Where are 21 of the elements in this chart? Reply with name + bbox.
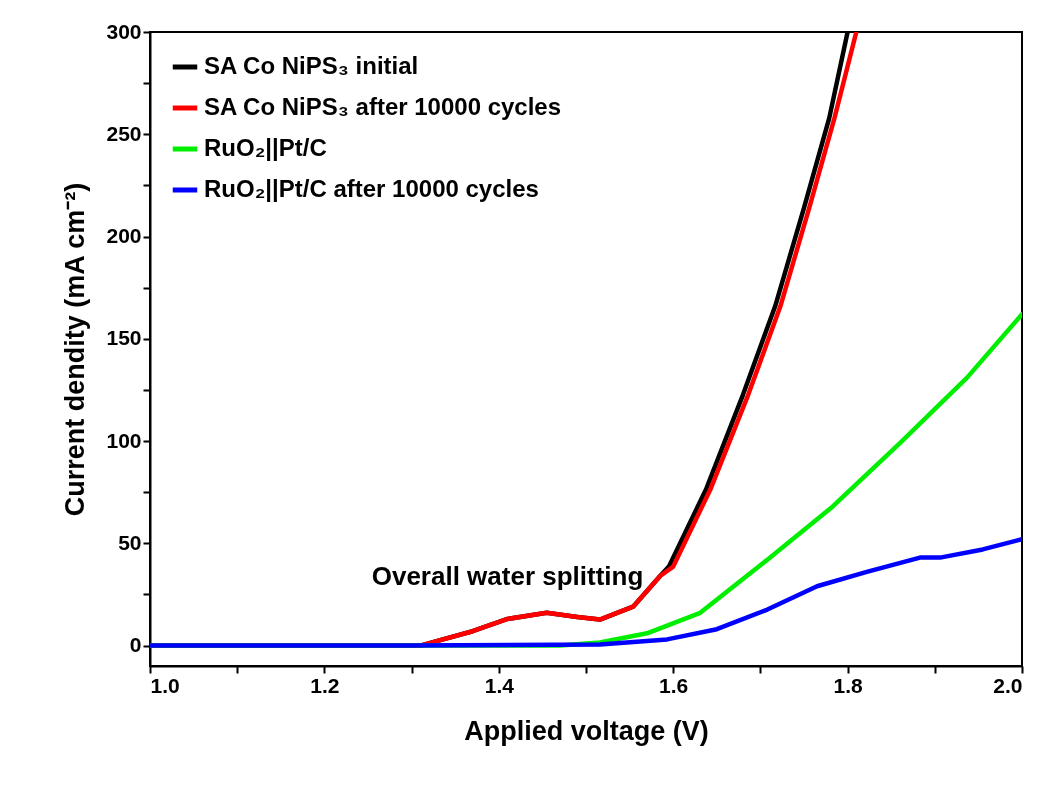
y-tick-label: 200 bbox=[106, 224, 142, 248]
y-tick-label: 0 bbox=[129, 633, 142, 657]
y-tick-label: 100 bbox=[106, 428, 142, 452]
x-tick-label: 1.6 bbox=[659, 673, 689, 697]
y-tick-label: 250 bbox=[106, 121, 142, 145]
x-tick-label: 1.0 bbox=[150, 673, 180, 697]
y-tick-label: 50 bbox=[118, 530, 142, 554]
x-tick-label: 2.0 bbox=[993, 673, 1023, 697]
legend-label: SA Co NiPS₃ after 10000 cycles bbox=[204, 93, 562, 120]
legend-label: RuO₂||Pt/C after 10000 cycles bbox=[204, 175, 539, 202]
x-tick-label: 1.4 bbox=[484, 673, 515, 697]
x-tick-label: 1.2 bbox=[310, 673, 340, 697]
annotation: Overall water splitting bbox=[371, 561, 644, 592]
line-series bbox=[150, 536, 1022, 648]
legend-label: SA Co NiPS₃ initial bbox=[204, 52, 419, 79]
y-axis-title: Current dendity (mA cm⁻²) bbox=[60, 182, 91, 517]
y-tick-label: 150 bbox=[106, 326, 142, 350]
legend-label: RuO₂||Pt/C bbox=[204, 134, 327, 161]
x-axis-title: Applied voltage (V) bbox=[464, 715, 709, 746]
y-tick-label: 300 bbox=[106, 19, 142, 43]
x-tick-label: 1.8 bbox=[833, 673, 864, 697]
